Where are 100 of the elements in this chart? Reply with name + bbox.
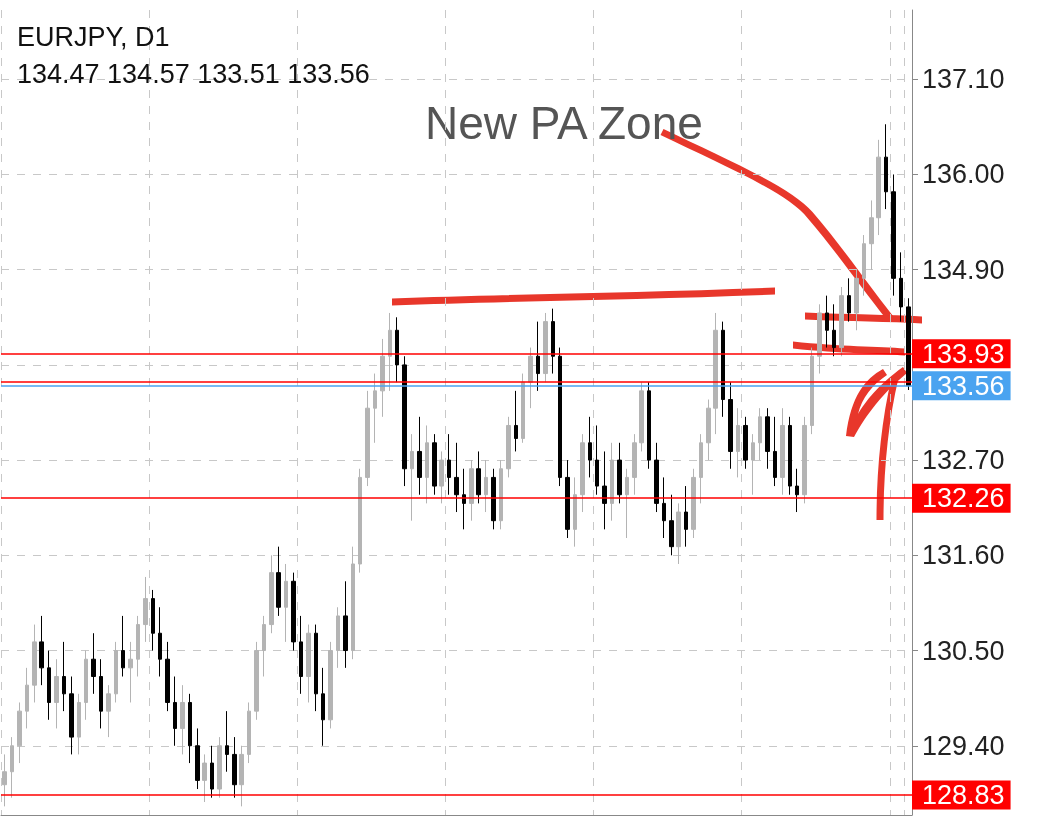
candlestick [217,736,222,799]
candlestick [165,641,170,712]
candlestick [351,546,355,660]
candlestick [713,312,718,435]
candlestick [188,693,192,764]
candlestick [728,381,733,470]
candlestick [632,433,637,496]
candlestick [876,139,881,236]
candlestick [151,589,155,652]
candlestick [47,650,51,721]
candlestick [454,442,459,513]
candlestick [239,745,244,807]
candlestick [528,347,533,409]
candlestick [869,199,874,271]
candlestick [136,615,140,678]
candlestick [499,459,503,530]
candlestick [817,303,822,375]
candlestick [899,251,903,323]
candlestick [506,416,511,478]
candlestick [99,658,103,729]
candlestick [573,476,577,548]
candlestick [77,693,81,755]
y-tick-label: 129.40 [922,730,1005,761]
candlestick [299,615,303,695]
candlestick [543,312,548,383]
candlestick [358,468,362,574]
candlestick [795,468,799,513]
candlestick [647,381,651,470]
y-tick-label: 132.70 [922,445,1005,476]
candlestick [328,641,333,729]
candlestick [788,416,792,496]
candlestick [210,745,214,799]
candlestick [676,502,681,565]
candlestick [439,450,444,504]
candlestick [514,390,518,452]
candlestick [847,277,851,323]
candlestick [336,606,340,669]
ref-line-label: 128.83 [922,780,1005,811]
candlestick [447,433,451,496]
candlestick [432,433,437,496]
candlestick [417,416,422,496]
candlestick [225,710,229,773]
candlestick [625,468,629,539]
candlestick [106,684,111,738]
candlestick [195,727,200,790]
candlestick [462,468,466,530]
candlestick [736,407,740,478]
chart-title: EURJPY, D1 [17,21,170,52]
candlestick [276,546,281,617]
candlestick [232,736,237,799]
candlestick [654,442,659,513]
candlestick [780,407,785,496]
candlestick [551,308,555,375]
candlestick [91,632,96,695]
annotation: New PA Zone [425,97,703,149]
candlestick [410,433,414,522]
candlestick [284,563,288,643]
candlestick [54,658,59,729]
candlestick [521,373,525,444]
candlestick [802,416,807,504]
candlestick [699,433,703,504]
candlestick [825,295,829,349]
candlestick [832,303,836,357]
candlestick [588,416,592,478]
candlestick [269,554,274,634]
candlestick [173,676,177,747]
y-tick-label: 130.50 [922,635,1005,666]
candlestick [565,459,570,539]
candlestick [891,173,896,297]
candlestick [180,684,185,755]
y-tick-label: 137.10 [922,64,1005,95]
candlestick [595,424,599,496]
candlestick [602,450,607,530]
candlestick [669,494,674,556]
candlestick [395,316,399,383]
candlestick [62,641,66,712]
candlestick [691,468,696,539]
candlestick [25,667,29,729]
candlestick [425,424,429,504]
candlestick [810,347,814,435]
y-tick-label: 134.90 [922,254,1005,285]
candlestick [469,459,474,522]
candlestick [580,433,585,513]
candlestick [314,624,318,712]
candlestick [684,485,688,548]
candlestick [558,347,562,487]
text: 134.47 134.57 133.51 133.56 [17,58,370,89]
ref-line-label: 133.56 [922,370,1005,401]
candlestick [484,459,488,513]
ref-line-label: 132.26 [922,483,1005,514]
candlestick [121,615,125,678]
candlestick [39,615,44,686]
candlestick [254,641,259,721]
candlestick [617,442,622,504]
candlestick [2,753,7,807]
candlestick [202,753,207,803]
candlestick [839,286,844,357]
candlestick [906,297,911,391]
candlestick [388,312,392,392]
candlestick [610,442,614,522]
